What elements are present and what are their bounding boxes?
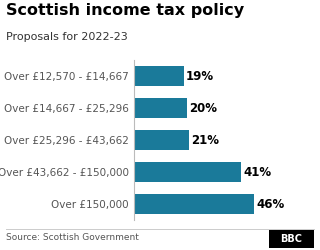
Bar [134, 130, 189, 150]
Text: 19%: 19% [186, 70, 214, 82]
Bar [134, 162, 241, 182]
Text: BBC: BBC [280, 234, 302, 244]
Text: Proposals for 2022-23: Proposals for 2022-23 [6, 32, 128, 42]
Bar [134, 194, 254, 214]
Text: 41%: 41% [244, 166, 271, 178]
Bar [134, 66, 184, 86]
Text: 20%: 20% [188, 102, 217, 114]
Text: 21%: 21% [191, 134, 219, 146]
Text: 46%: 46% [256, 198, 285, 210]
Text: Source: Scottish Government: Source: Scottish Government [6, 232, 139, 241]
Bar [134, 98, 187, 117]
Text: Scottish income tax policy: Scottish income tax policy [6, 2, 244, 18]
